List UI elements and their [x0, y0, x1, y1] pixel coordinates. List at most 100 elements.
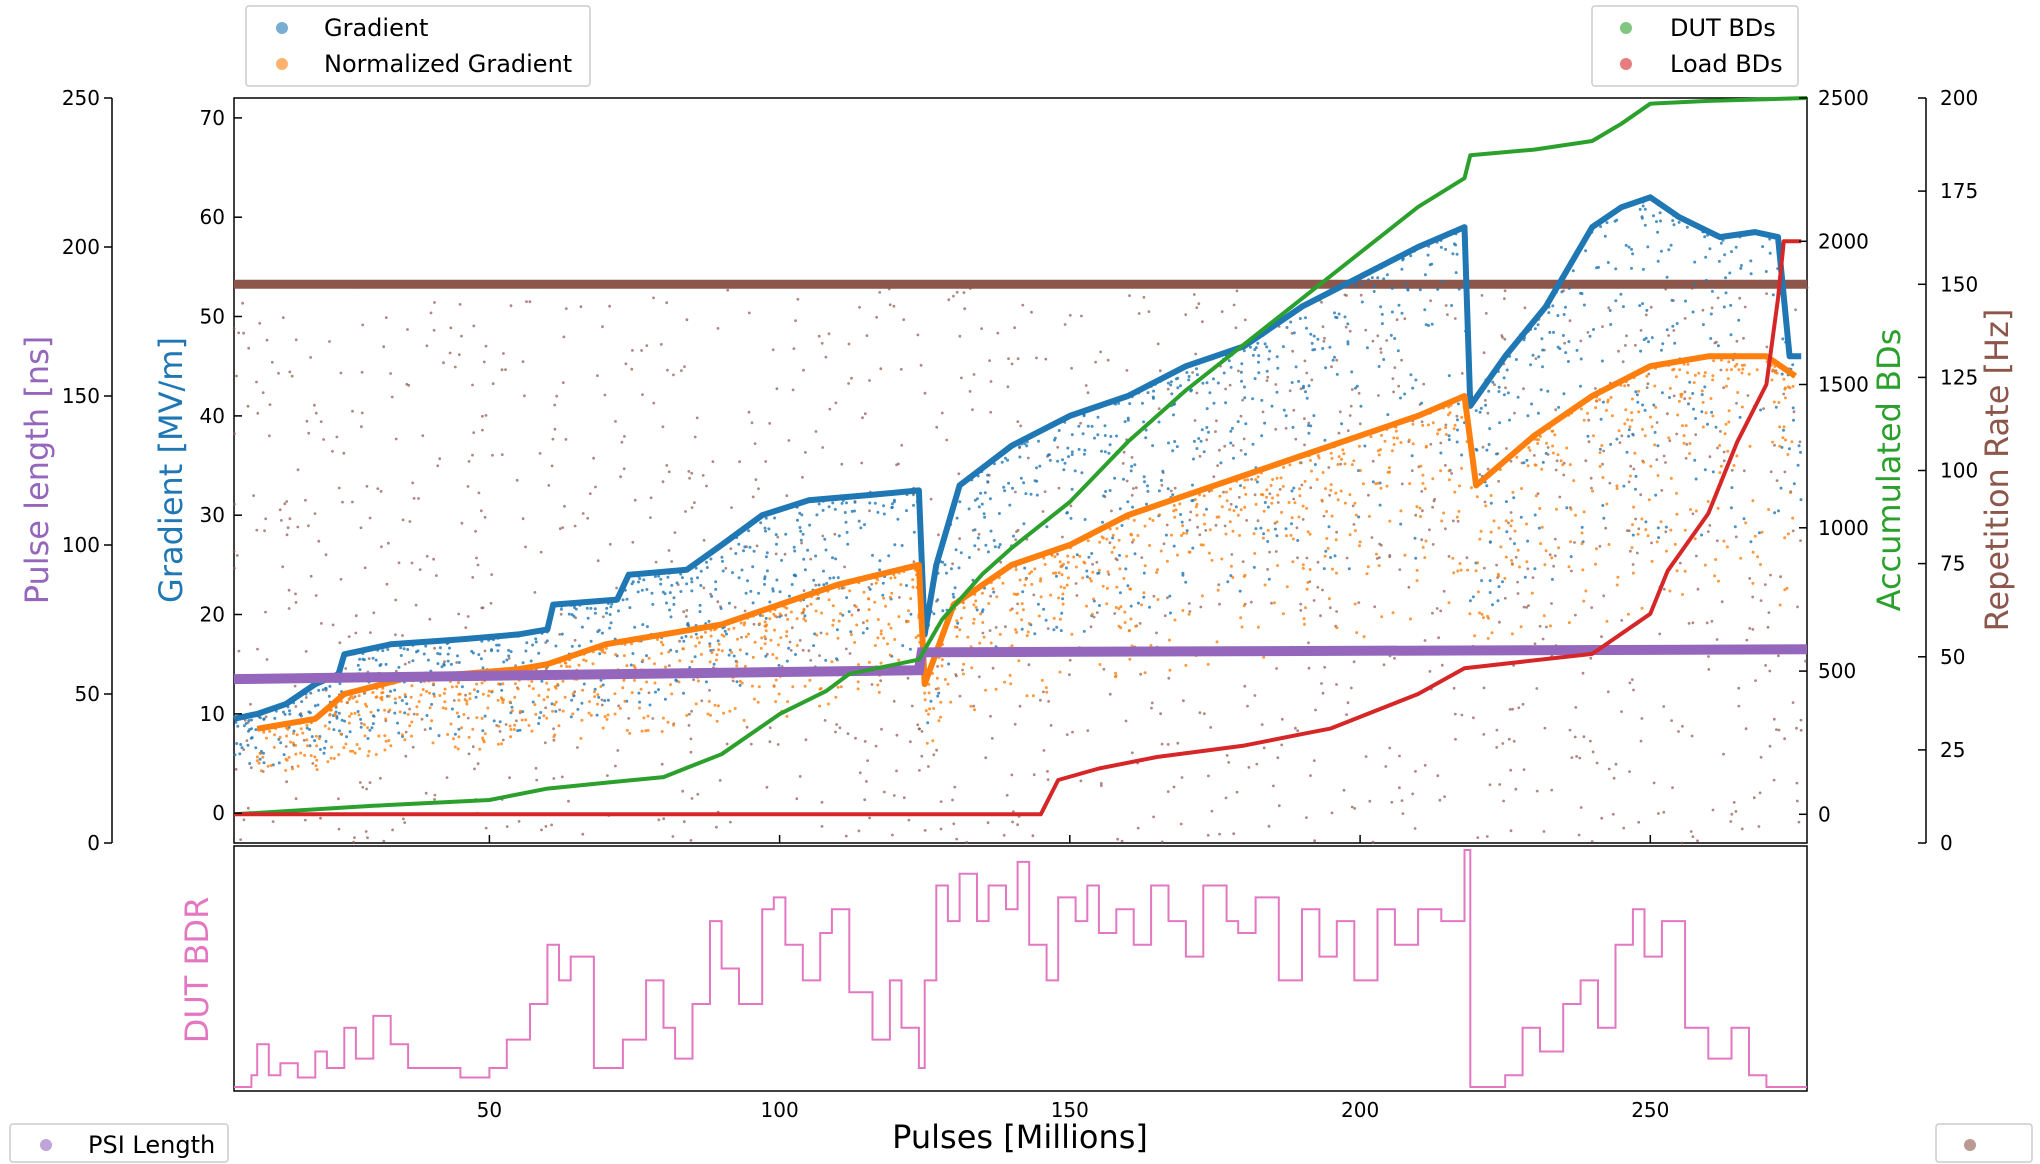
normalized-gradient-point	[1129, 532, 1133, 536]
gradient-point	[1665, 275, 1669, 279]
repetition-rate-point	[1481, 445, 1485, 449]
normalized-gradient-point	[1193, 498, 1197, 501]
gradient-point	[1284, 414, 1288, 418]
normalized-gradient-point	[774, 678, 778, 682]
gradient-point	[645, 625, 649, 629]
gradient-point	[1083, 448, 1087, 452]
normalized-gradient-point	[1335, 571, 1338, 575]
gradient-point	[1552, 330, 1555, 334]
gradient-point	[1185, 371, 1189, 374]
repetition-rate-point	[709, 592, 712, 596]
gradient-point	[1192, 439, 1196, 443]
normalized-gradient-point	[1014, 628, 1017, 632]
repetition-rate-point	[1719, 430, 1722, 433]
repetition-rate-point	[1014, 538, 1018, 542]
gradient-point	[1487, 389, 1491, 393]
repetition-rate-point	[754, 478, 758, 481]
gradient-point	[680, 636, 684, 640]
repetition-rate-point	[1253, 694, 1257, 697]
repetition-rate-point	[467, 460, 471, 463]
repetition-rate-point	[360, 722, 363, 725]
normalized-gradient-point	[1725, 368, 1729, 372]
repetition-rate-point	[1782, 392, 1786, 396]
normalized-gradient-point	[1148, 517, 1152, 521]
gradient-point	[605, 606, 609, 610]
repetition-rate-point	[358, 781, 362, 784]
repetition-rate-point	[608, 542, 612, 546]
gradient-point	[1126, 584, 1130, 588]
repetition-rate-point	[1737, 686, 1741, 690]
normalized-gradient-point	[660, 652, 664, 655]
gradient-point	[1390, 286, 1394, 290]
normalized-gradient-point	[513, 723, 517, 727]
normalized-gradient-point	[1735, 454, 1739, 458]
repetition-rate-point	[784, 613, 788, 617]
gradient-point	[572, 606, 576, 609]
normalized-gradient-point	[1327, 597, 1331, 601]
gradient-point	[394, 701, 397, 705]
repetition-rate-point	[1601, 325, 1604, 328]
normalized-gradient-point	[1208, 528, 1212, 532]
normalized-gradient-point	[879, 661, 883, 665]
gradient-point	[1291, 425, 1295, 429]
repetition-rate-point	[296, 525, 300, 529]
repetition-rate-point	[1716, 446, 1719, 450]
gradient-point	[849, 630, 853, 634]
normalized-gradient-point	[1697, 371, 1701, 375]
gradient-point	[337, 711, 341, 715]
repetition-rate-point	[1091, 562, 1094, 566]
repetition-rate-point	[331, 623, 335, 627]
x-tick-label: 250	[1631, 1098, 1669, 1122]
accumulated-bds-axis-label: Accumulated BDs	[1870, 329, 1908, 612]
repetition-rate-point	[1600, 816, 1604, 820]
repetition-rate-point	[1167, 676, 1171, 680]
normalized-gradient-point	[1149, 644, 1153, 647]
gradient-point	[1444, 247, 1448, 251]
x-tick-label: 200	[1341, 1098, 1379, 1122]
gradient-point	[1502, 393, 1506, 397]
gradient-point	[1216, 381, 1220, 385]
normalized-gradient-point	[1598, 451, 1602, 455]
normalized-gradient-point	[530, 729, 534, 733]
gradient-point	[1262, 532, 1266, 536]
normalized-gradient-point	[1725, 545, 1729, 549]
normalized-gradient-point	[1110, 550, 1114, 554]
repetition-rate-point	[433, 301, 436, 304]
repetition-rate-point	[1587, 440, 1591, 444]
repetition-rate-point	[1010, 773, 1014, 777]
gradient-point	[1176, 386, 1180, 390]
repetition-rate-point	[729, 547, 733, 551]
gradient-point	[1002, 485, 1006, 489]
repetition-rate-point	[1612, 776, 1616, 780]
repetition-rate-point	[394, 669, 398, 673]
gradient-point	[1484, 403, 1488, 407]
normalized-gradient-point	[1101, 584, 1105, 588]
repetition-rate-point	[449, 326, 453, 330]
gradient-point	[1175, 445, 1179, 449]
gradient-point	[959, 551, 963, 555]
normalized-gradient-point	[403, 693, 407, 696]
repetition-rate-point	[1217, 583, 1221, 587]
normalized-gradient-point	[1271, 478, 1275, 481]
gradient-point	[1275, 534, 1279, 538]
repetition-rate-point	[1722, 752, 1725, 756]
normalized-gradient-point	[1348, 493, 1352, 497]
normalized-gradient-point	[1330, 456, 1334, 460]
gradient-point	[601, 683, 605, 687]
repetition-rate-point	[1312, 599, 1316, 602]
normalized-gradient-point	[1442, 511, 1446, 515]
repetition-rate-point	[1106, 358, 1110, 362]
gradient-point	[1548, 330, 1552, 334]
repetition-rate-point	[337, 486, 341, 490]
repetition-rate-point	[1162, 542, 1166, 546]
repetition-rate-point	[701, 474, 705, 477]
gradient-point	[1085, 569, 1089, 573]
gradient-point	[1639, 349, 1643, 353]
gradient-tick-label: 0	[212, 801, 225, 825]
repetition-rate-point	[1440, 663, 1444, 667]
normalized-gradient-point	[1640, 517, 1644, 521]
repetition-rate-point	[1016, 528, 1020, 532]
normalized-gradient-point	[1569, 540, 1573, 544]
gradient-point	[540, 679, 544, 683]
normalized-gradient-point	[1444, 433, 1448, 436]
